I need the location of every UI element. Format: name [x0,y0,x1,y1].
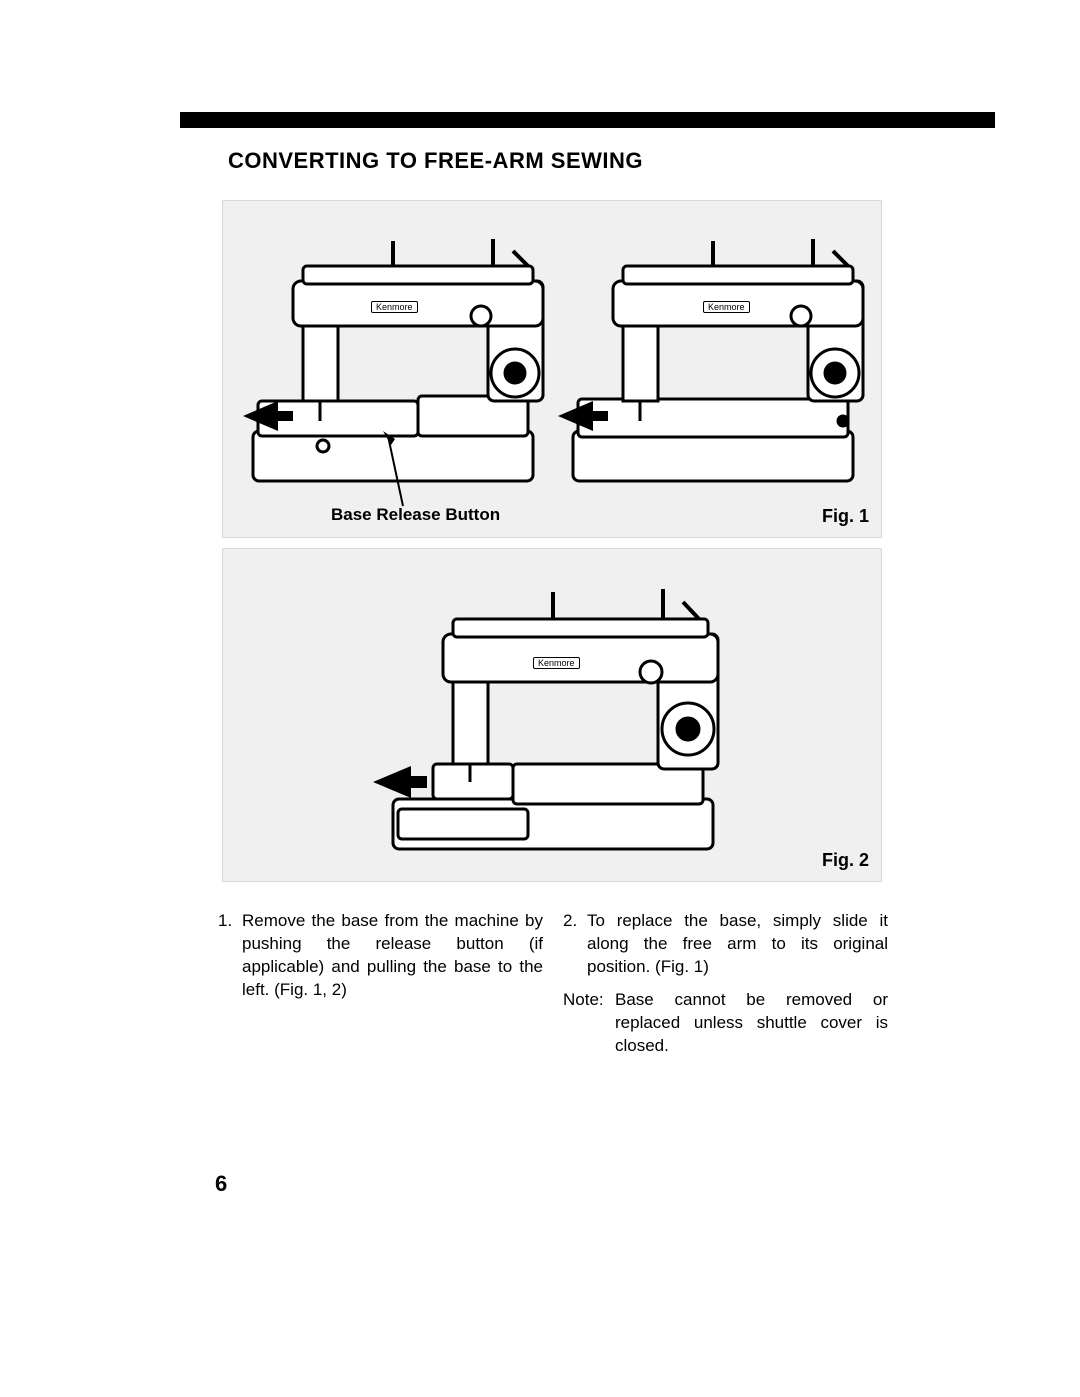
sewing-machine-illustration [363,564,743,874]
sewing-machine-illustration [553,221,873,521]
note-label: Note: [563,989,615,1058]
note: Note: Base cannot be removed or replaced… [563,989,888,1058]
figure-label: Fig. 1 [822,506,869,527]
step-number: 2. [563,910,587,979]
step-text: To replace the base, simply slide it alo… [587,910,888,979]
step-number: 1. [218,910,242,1002]
instructions-column-left: 1. Remove the base from the machine by p… [218,910,543,1058]
step-text: Remove the base from the machine by push… [242,910,543,1002]
figure-label: Fig. 2 [822,850,869,871]
horizontal-rule [180,112,995,128]
sewing-machine-illustration [233,221,553,521]
page-number: 6 [215,1171,227,1197]
note-text: Base cannot be removed or replaced unles… [615,989,888,1058]
brand-label: Kenmore [533,657,580,669]
step-2: 2. To replace the base, simply slide it … [563,910,888,979]
manual-page: CONVERTING TO FREE-ARM SEWING [0,0,1080,1397]
section-heading: CONVERTING TO FREE-ARM SEWING [228,148,643,174]
figure-callout-label: Base Release Button [331,505,500,525]
figure-2: Kenmore Fig. 2 [222,548,882,882]
figure-1: Kenmore Kenmore Base Release Button Fig.… [222,200,882,538]
brand-label: Kenmore [703,301,750,313]
brand-label: Kenmore [371,301,418,313]
step-1: 1. Remove the base from the machine by p… [218,910,543,1002]
instructions-block: 1. Remove the base from the machine by p… [218,910,888,1058]
instructions-column-right: 2. To replace the base, simply slide it … [563,910,888,1058]
